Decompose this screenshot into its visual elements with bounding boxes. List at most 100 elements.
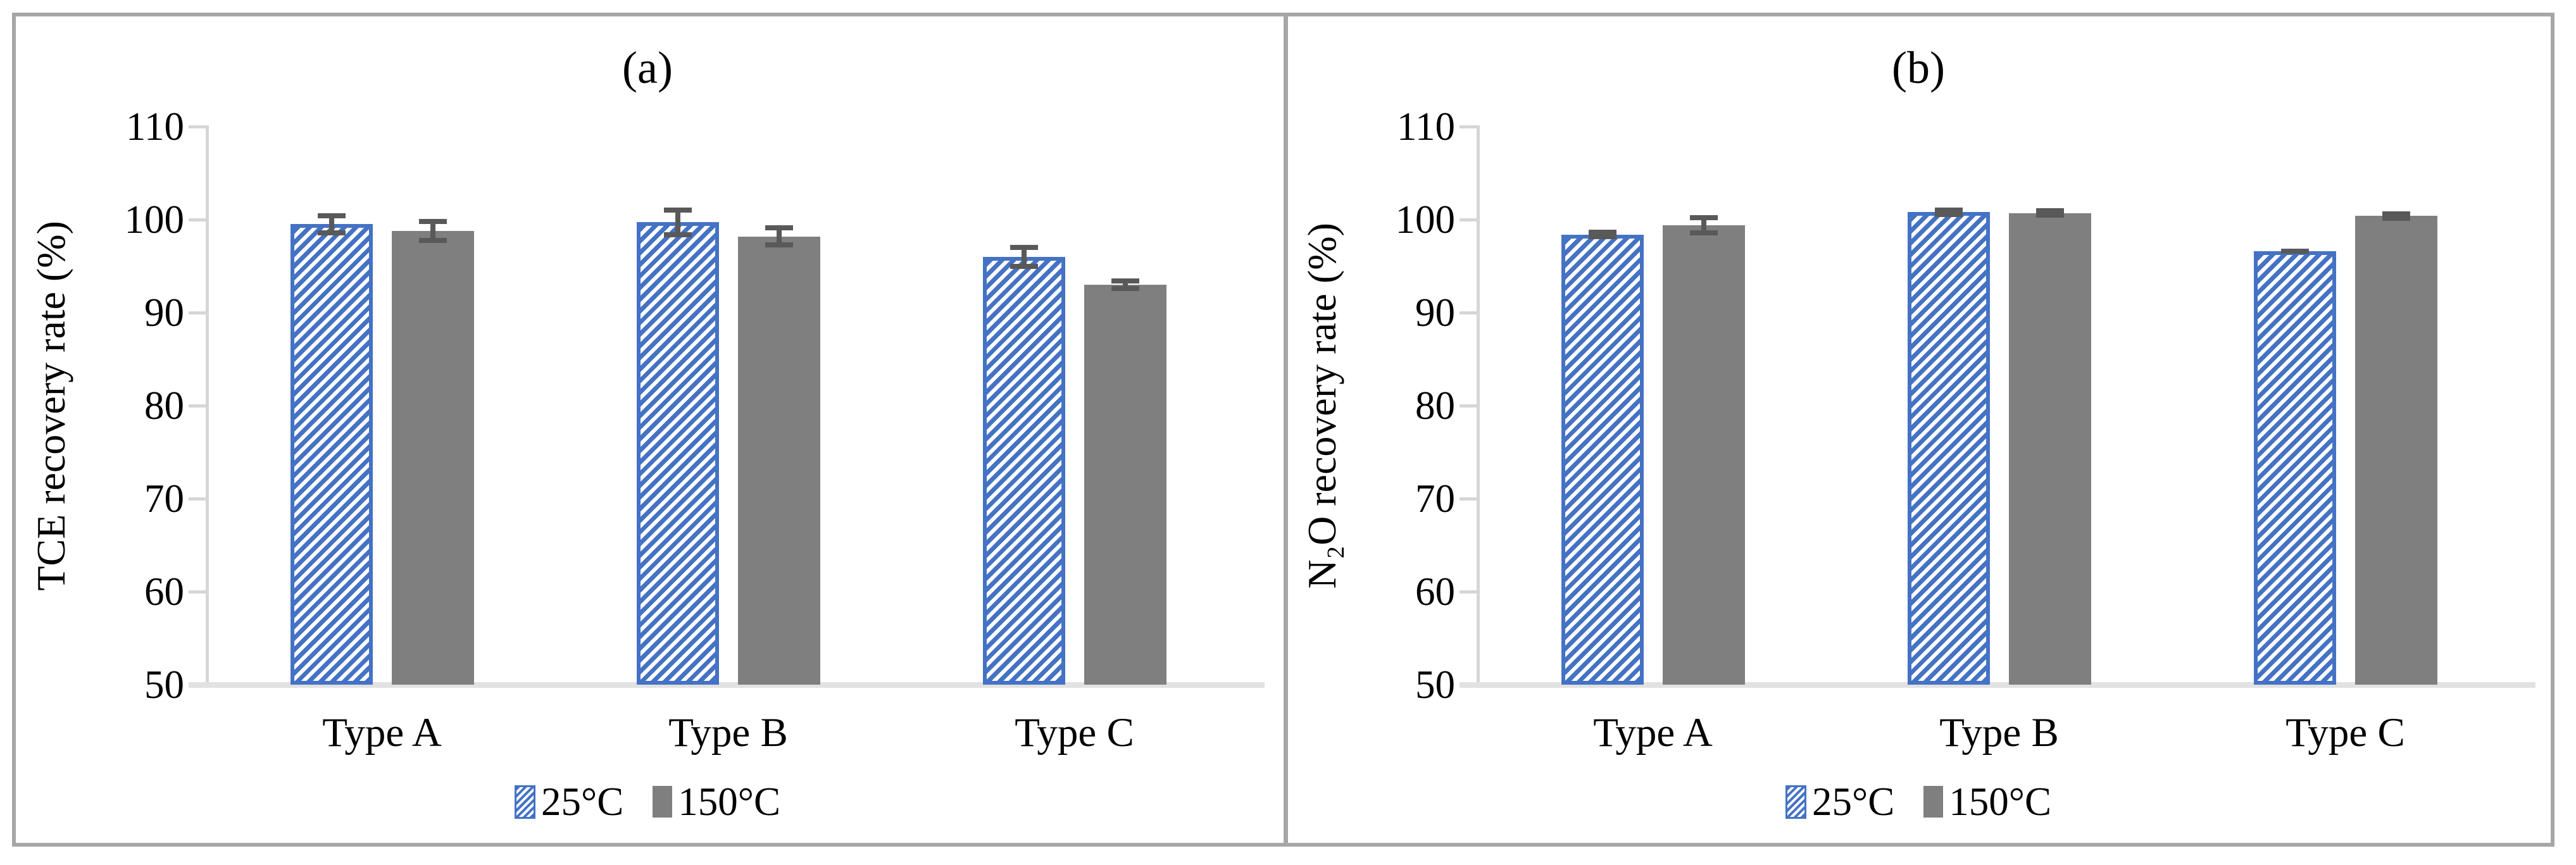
error-line — [328, 213, 334, 236]
error-bar — [765, 225, 793, 248]
bar-group — [2172, 127, 2518, 685]
error-bar — [1689, 215, 1718, 235]
y-tick-mark — [1460, 125, 1480, 128]
bar-150°C-type-c — [1084, 284, 1166, 685]
error-bar — [1588, 230, 1616, 239]
bar-group — [1480, 127, 1826, 685]
bar-150°C-type-a — [1662, 225, 1745, 685]
error-line — [776, 225, 782, 248]
bar-wrap — [1084, 278, 1166, 685]
bar-wrap — [636, 207, 719, 685]
bar-group — [555, 127, 901, 685]
bar-25°C-type-c — [982, 256, 1065, 685]
error-cap-bottom — [418, 237, 447, 243]
y-tick-label: 50 — [1415, 663, 1455, 707]
error-cap-bottom — [1111, 286, 1139, 292]
legend-swatch-hatched-blue — [1785, 785, 1807, 819]
error-bar — [2280, 248, 2309, 254]
bar-wrap — [737, 225, 820, 685]
bar-wrap — [1561, 230, 1644, 685]
error-line — [1122, 278, 1128, 292]
bar-150°C-type-b — [2008, 213, 2091, 685]
error-line — [1021, 244, 1027, 269]
legend-item: 150°C — [653, 780, 780, 824]
x-axis-baseline — [189, 682, 1265, 688]
y-tick-mark — [1460, 311, 1480, 314]
error-cap-bottom — [1588, 233, 1616, 239]
legend-label: 25°C — [1812, 780, 1895, 824]
y-tick-mark — [189, 590, 209, 594]
bar-150°C-type-a — [391, 230, 474, 685]
plot-area — [1480, 127, 2518, 685]
x-category-label: Type A — [1593, 710, 1713, 756]
legend-item: 150°C — [1923, 780, 2051, 824]
error-cap-bottom — [1010, 263, 1038, 269]
bar-group — [901, 127, 1247, 685]
error-bar — [2382, 211, 2410, 221]
x-category-label: Type C — [1015, 710, 1134, 756]
y-tick-label: 90 — [144, 290, 184, 335]
bar-wrap — [2008, 208, 2091, 685]
error-cap-bottom — [2280, 249, 2309, 254]
error-line — [1701, 215, 1706, 235]
error-bar — [1111, 278, 1139, 292]
y-tick-label: 100 — [124, 197, 185, 242]
bar-25°C-type-b — [636, 222, 719, 685]
y-tick-label: 50 — [144, 663, 184, 707]
y-tick-label: 80 — [1415, 383, 1455, 428]
y-tick-label: 100 — [1395, 197, 1456, 242]
error-line — [430, 218, 435, 243]
x-axis-labels: Type A Type B Type C — [1480, 706, 2518, 760]
y-tick-mark — [189, 497, 209, 501]
bar-150°C-type-c — [2354, 216, 2437, 685]
y-tick-mark — [189, 404, 209, 408]
y-tick-label: 90 — [1415, 290, 1455, 335]
error-cap-bottom — [2382, 215, 2410, 221]
x-category-label: Type B — [1939, 710, 2059, 756]
error-bar — [663, 207, 692, 237]
panel-b: (b) N₂O recovery rate (%) 50 60 70 80 90 100 110… — [1283, 13, 2554, 846]
y-tick-mark — [1460, 218, 1480, 221]
y-tick-mark — [1460, 497, 1480, 501]
bar-150°C-type-b — [737, 236, 820, 685]
error-bar — [2035, 208, 2064, 218]
plot-area — [209, 127, 1247, 685]
y-tick-label: 70 — [1415, 476, 1455, 521]
y-tick-mark — [189, 125, 209, 128]
legend-label: 150°C — [678, 780, 780, 824]
x-axis-baseline — [1460, 682, 2535, 688]
error-bar — [1934, 207, 1963, 217]
y-tick-mark — [1460, 590, 1480, 594]
error-cap-bottom — [663, 232, 692, 237]
x-category-label: Type B — [668, 710, 788, 756]
bar-wrap — [1662, 215, 1745, 685]
bar-25°C-type-c — [2253, 251, 2336, 685]
y-tick-mark — [189, 311, 209, 314]
error-bar — [418, 218, 447, 243]
legend-item: 25°C — [515, 780, 623, 824]
error-cap-bottom — [317, 230, 346, 236]
y-axis-line — [1477, 127, 1480, 685]
error-cap-bottom — [2035, 213, 2064, 218]
bar-25°C-type-b — [1907, 212, 1990, 685]
panel-title: (a) — [622, 42, 673, 93]
y-tick-label: 80 — [144, 383, 184, 428]
x-category-label: Type C — [2285, 710, 2405, 756]
panel-divider — [1284, 13, 1288, 847]
x-category-label: Type A — [322, 710, 442, 756]
bar-wrap — [982, 244, 1065, 685]
legend: 25°C 150°C — [12, 780, 1283, 824]
panel-title: (b) — [1892, 42, 1945, 93]
y-tick-mark — [189, 218, 209, 221]
legend-swatch-solid-gray — [1923, 786, 1944, 818]
y-tick-label: 110 — [125, 104, 184, 149]
y-tick-label: 60 — [1415, 569, 1455, 614]
error-line — [675, 207, 680, 237]
error-bar — [317, 213, 346, 236]
legend-item: 25°C — [1785, 780, 1894, 824]
y-tick-mark — [1460, 404, 1480, 408]
legend: 25°C 150°C — [1283, 780, 2554, 824]
legend-swatch-solid-gray — [653, 786, 673, 818]
legend-label: 25°C — [541, 780, 624, 824]
